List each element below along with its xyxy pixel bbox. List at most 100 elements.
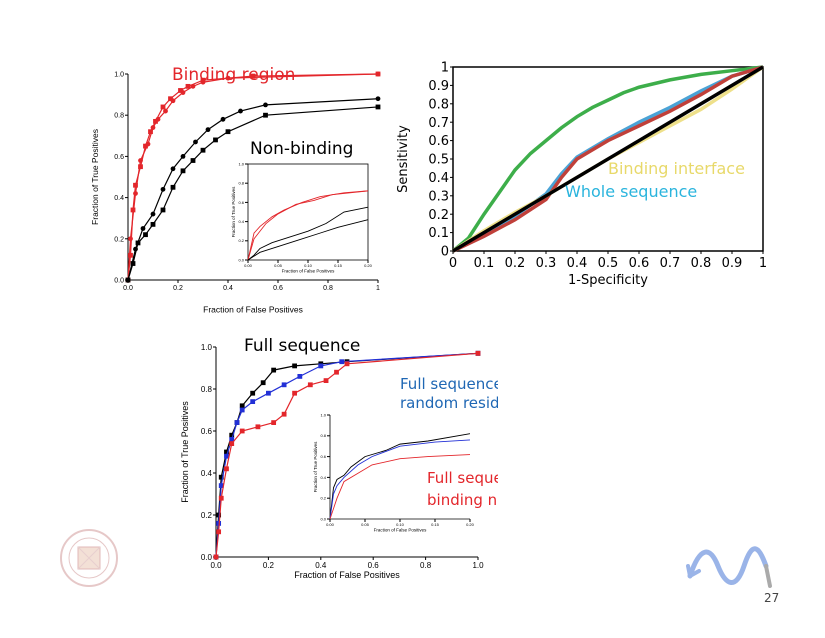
data-point <box>148 129 153 135</box>
y-tick-label: 0.1 <box>428 226 449 241</box>
x-tick-label: 0.4 <box>223 285 233 292</box>
x-tick-label: 0.6 <box>368 561 380 570</box>
series-line-red <box>247 190 369 261</box>
data-point <box>193 139 198 145</box>
data-point <box>190 83 196 89</box>
data-point <box>220 116 226 122</box>
series-line-green <box>451 65 764 253</box>
x-tick-label: 0.05 <box>361 522 370 527</box>
y-axis-label: Fraction of True Positives <box>90 129 100 225</box>
x-axis-label: Fraction of False Positives <box>282 269 336 274</box>
x-tick-label: 1 <box>376 285 380 292</box>
data-point <box>178 88 183 93</box>
data-point <box>200 147 206 153</box>
x-tick-label: 0.05 <box>274 263 283 268</box>
annotation-binding-region: Binding region <box>172 65 295 85</box>
series-line-blue <box>329 439 471 520</box>
data-point <box>145 141 151 147</box>
y-axis-label: Fraction of True Positives <box>313 441 318 493</box>
data-point <box>225 75 231 81</box>
x-tick-label: 0.20 <box>364 263 373 268</box>
data-point <box>143 232 148 238</box>
y-tick-label: 1 <box>441 61 449 76</box>
y-tick-label: 0.6 <box>201 427 213 436</box>
annotation-whole-sequence: Whole sequence <box>565 182 697 201</box>
side-bar-black <box>38 413 54 601</box>
y-tick-label: 0.0 <box>114 277 124 284</box>
x-tick-label: 0.3 <box>536 256 557 271</box>
data-point <box>260 380 266 386</box>
data-point <box>200 79 206 85</box>
annotation-binding-interface: Binding interface <box>608 159 745 178</box>
x-tick-label: 0 <box>449 256 457 271</box>
data-point <box>180 154 186 159</box>
y-tick-label: 1.0 <box>320 412 326 417</box>
data-point <box>292 363 297 369</box>
y-tick-label: 0.6 <box>114 154 124 161</box>
inset-plot: 0.00 0.05 0.10 0.15 0.20 0.0 0.2 0.4 0.6 0.8 1.0 Fr… <box>313 412 475 532</box>
data-point <box>216 521 222 526</box>
annotation-without-random-line2: random residues <box>400 394 498 412</box>
data-point <box>218 474 224 480</box>
data-point <box>180 168 186 174</box>
x-tick-label: 1 <box>759 256 767 271</box>
data-point <box>323 378 329 383</box>
data-point <box>170 166 176 172</box>
data-point <box>150 221 156 227</box>
annotation-without-neighborhood-line2: binding neighborhood <box>427 491 498 509</box>
x-axis-label: Fraction of False Positives <box>374 528 428 533</box>
data-point <box>229 441 235 446</box>
y-tick-label: 0 <box>441 245 449 260</box>
data-point <box>185 83 191 89</box>
data-point <box>250 73 256 79</box>
series-line-black <box>329 433 471 520</box>
data-point <box>250 399 256 404</box>
data-point <box>255 424 261 430</box>
data-point <box>224 453 229 459</box>
data-point <box>250 390 256 396</box>
x-tick-label: 0.2 <box>505 256 526 271</box>
data-point <box>180 90 186 95</box>
data-point <box>140 226 146 231</box>
data-point <box>224 449 229 455</box>
wave-arrow-logo-icon <box>686 546 772 588</box>
y-tick-label: 1.0 <box>114 71 124 78</box>
y-tick-label: 0.3 <box>428 189 449 204</box>
data-point <box>229 437 235 442</box>
x-tick-label: 0.15 <box>334 263 343 268</box>
y-tick-label: 0.0 <box>238 257 244 262</box>
data-point <box>339 359 345 365</box>
series-line-black <box>215 352 479 558</box>
x-tick-label: 0.2 <box>173 285 183 292</box>
data-point <box>266 390 271 396</box>
data-point <box>344 361 350 367</box>
data-point <box>224 466 229 472</box>
series-line-red <box>127 73 379 281</box>
data-point <box>375 71 381 77</box>
x-tick-label: 0.00 <box>326 522 335 527</box>
x-tick-label: 0.5 <box>598 256 619 271</box>
y-axis-label: Fraction of True Positives <box>231 186 236 238</box>
data-point <box>213 554 219 560</box>
x-tick-label: 0.8 <box>323 285 333 292</box>
inset-plot: 0.00 0.05 0.10 0.15 0.20 0.0 0.2 0.4 0.6 0.8 1.0 Fr… <box>231 161 373 273</box>
x-tick-label: 0.1 <box>474 256 495 271</box>
y-tick-label: 0.2 <box>201 511 213 520</box>
data-point <box>234 420 240 425</box>
y-tick-label: 0.6 <box>320 454 326 459</box>
data-point <box>143 143 148 149</box>
data-point <box>138 158 143 163</box>
y-axis-label: Fraction of True Positives <box>180 401 190 503</box>
data-point <box>218 483 224 488</box>
y-tick-label: 0.0 <box>320 516 326 521</box>
data-point <box>216 529 222 535</box>
y-tick-label: 0.8 <box>114 113 124 120</box>
data-point <box>130 207 136 213</box>
data-point <box>281 411 287 417</box>
series-line-red <box>247 190 369 261</box>
data-point <box>205 127 211 133</box>
x-tick-label: 0.6 <box>629 256 650 271</box>
data-point <box>153 118 158 124</box>
data-point <box>170 98 176 104</box>
data-point <box>271 367 277 373</box>
